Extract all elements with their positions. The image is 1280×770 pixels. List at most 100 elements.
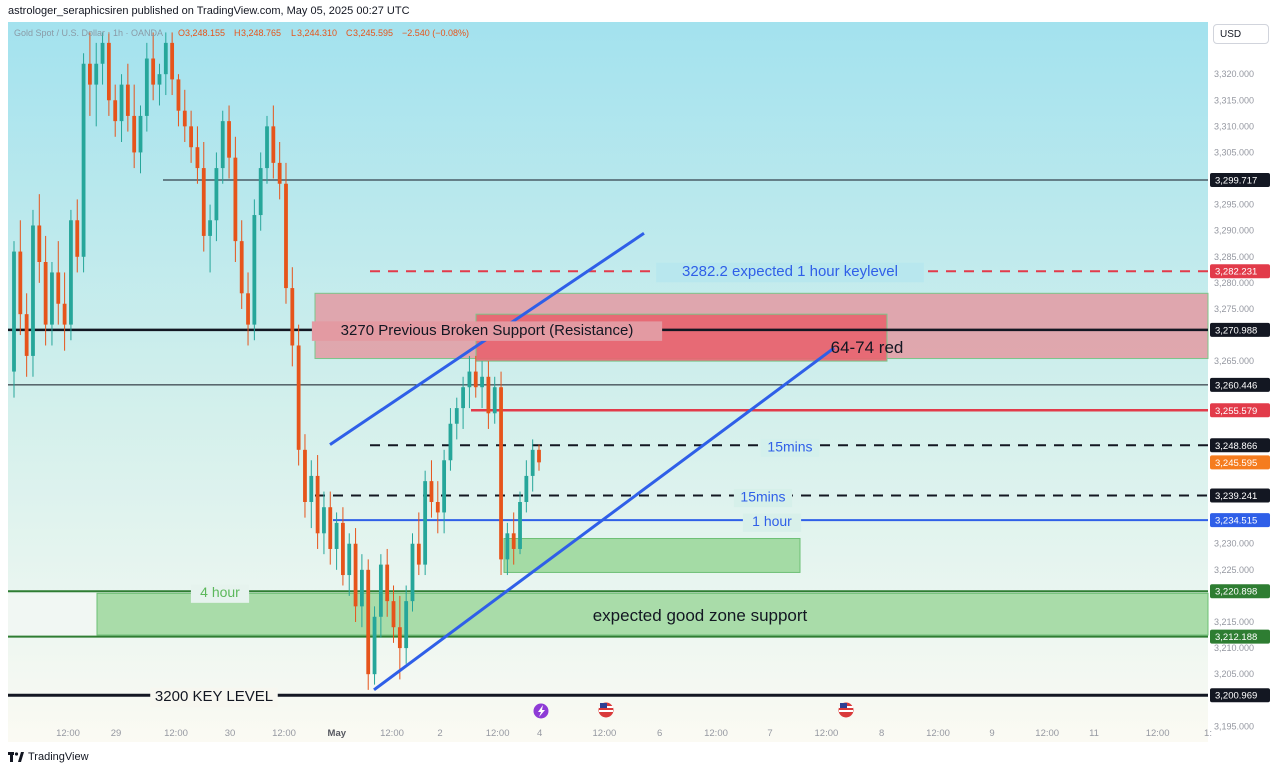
candle [100,32,105,85]
candle-body [524,475,529,502]
candle [151,32,156,101]
candle [252,199,257,341]
time-tick-label: 12:00 [486,728,510,739]
annotation-15mins-upper: 15mins [767,438,812,454]
candle-body [69,220,73,325]
candle [347,533,352,596]
time-tick-label: 12:00 [56,728,80,739]
price-badge-label: 3,234.515 [1215,516,1257,527]
candle-body [163,42,168,75]
candle [12,241,16,398]
candle [182,89,187,142]
price-tick-label: 3,280.000 [1214,278,1254,288]
time-tick-label: 6 [657,728,662,739]
lightning-event-icon [533,703,549,719]
candle-body [214,168,219,221]
event-icons[interactable] [533,702,854,719]
time-tick-label: 8 [879,728,884,739]
candle [486,361,491,429]
candle [511,512,516,565]
time-tick-label: 12:00 [1146,728,1170,739]
time-tick-label: 12:00 [926,728,950,739]
ohlc-h-label: H [234,28,241,38]
candle [328,491,333,565]
price-chart[interactable]: 3282.2 expected 1 hour keylevel 3270 Prev… [8,22,1272,742]
candle [416,512,421,576]
footer: TradingView [8,748,89,766]
candle [157,63,162,106]
candle [163,32,168,96]
candle [31,209,35,377]
annotation-3200-key-level: 3200 KEY LEVEL [155,688,273,705]
annotation-3200-key-level-bg [150,687,278,708]
candle [69,209,73,341]
annotation-3282-keylevel: 3282.2 expected 1 hour keylevel [682,263,898,280]
candle [296,324,301,466]
candle-body [303,449,307,502]
candle [492,376,497,424]
candle-body [31,225,35,356]
candle [125,63,130,132]
candle [208,204,212,273]
candle [442,449,447,534]
candle [277,142,282,200]
candle-body [138,115,143,153]
candle [505,522,510,576]
candle [81,53,86,273]
candle-body [309,475,314,502]
candle-body [176,79,181,111]
chart-area[interactable]: 3282.2 expected 1 hour keylevel 3270 Prev… [8,22,1272,742]
ohlc-l-label: L [291,28,296,38]
candle [258,152,263,231]
candle [334,512,339,570]
annotation-1-hour-bg [742,513,802,532]
candle-body [454,408,459,424]
candle [385,548,390,617]
candle-body [81,63,86,257]
price-badge-label: 3,299.717 [1215,175,1257,186]
time-tick-label: 12:00 [164,728,188,739]
candle [246,272,250,346]
published-text: astrologer_seraphicsiren published on Tr… [8,5,410,17]
candle-body [397,627,402,649]
candle-body [151,58,156,85]
time-tick-label: 29 [111,728,122,739]
price-badge-label: 3,282.231 [1215,267,1257,278]
candle [239,220,244,309]
candle [391,585,396,643]
candle [530,439,535,492]
candle-body [290,288,295,346]
candle [132,84,137,169]
candle [113,84,118,137]
candle-body [328,507,333,549]
candle [214,152,219,242]
candle-body [220,121,225,169]
candle [233,136,238,262]
candle-body [12,251,16,372]
currency-button[interactable]: USD [1213,24,1269,44]
candle-body [233,157,238,242]
price-tick-label: 3,265.000 [1214,356,1254,366]
ohlc-c-label: C [346,28,353,38]
candle [378,554,383,638]
candle [397,595,402,680]
candle-body [416,543,421,565]
candle [24,293,29,377]
candle-body [189,126,194,148]
time-tick-label: 4 [537,728,542,739]
time-tick-label: 12:00 [704,728,728,739]
price-badge [1210,172,1270,187]
candle-body [201,168,206,236]
time-tick-label: May [328,728,347,739]
candle [88,32,92,116]
candle [303,434,307,518]
candle-body [322,507,326,534]
us-flag-event-icon [598,702,614,718]
candle [480,361,484,409]
candle-body [265,126,269,169]
annotation-1-hour: 1 hour [752,513,792,529]
candle-body [24,314,29,356]
price-badge [1210,488,1270,503]
candle [473,355,478,398]
annotation-15mins-lower-bg [733,488,793,508]
